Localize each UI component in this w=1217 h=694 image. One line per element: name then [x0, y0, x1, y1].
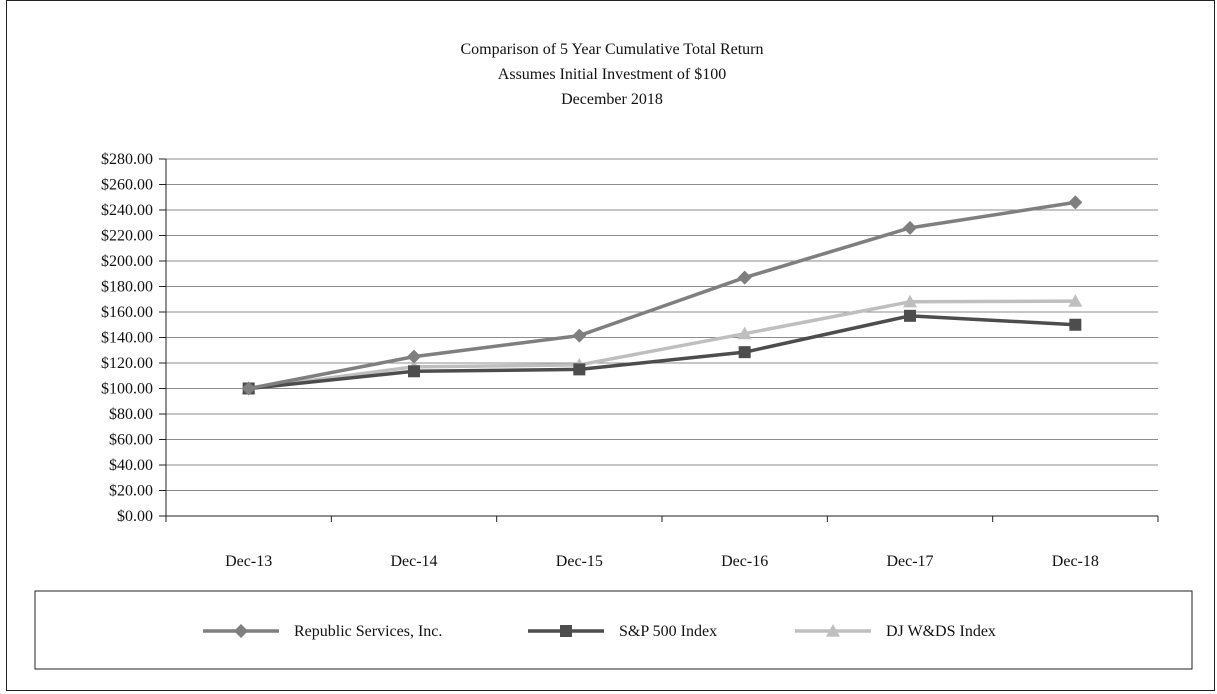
x-tick-label: Dec-13 — [225, 553, 272, 570]
x-tick-label: Dec-16 — [721, 553, 768, 570]
y-tick-labels: $0.00 $20.00 $40.00 $60.00 $80.00 $100.00 $120… — [101, 151, 153, 525]
y-tick-label: $280.00 — [101, 151, 153, 168]
legend-label: DJ W&DS Index — [886, 623, 996, 640]
y-tick-label: $140.00 — [101, 330, 153, 347]
y-tick-label: $160.00 — [101, 304, 153, 321]
y-tick-label: $60.00 — [109, 432, 153, 449]
y-tick-label: $180.00 — [101, 279, 153, 296]
data-point — [737, 270, 752, 285]
data-point — [408, 365, 420, 378]
y-tick-label: $240.00 — [101, 202, 153, 219]
data-point — [1068, 195, 1083, 210]
y-tick-label: $220.00 — [101, 228, 153, 245]
y-tick-label: $100.00 — [101, 381, 153, 398]
y-tick-label: $20.00 — [109, 483, 153, 500]
data-point — [241, 381, 256, 396]
data-point — [737, 326, 752, 340]
series-line — [248, 314, 1076, 391]
y-tick-label: $200.00 — [101, 253, 153, 270]
y-tick-label: $120.00 — [101, 355, 153, 372]
series-line — [248, 200, 1076, 391]
data-point — [572, 328, 587, 343]
x-tick-label: Dec-18 — [1052, 553, 1099, 570]
legend: Republic Services, Inc. S&P 500 Index DJ W… — [203, 623, 996, 640]
data-point — [1068, 294, 1083, 307]
legend-marker — [560, 625, 572, 637]
series-line — [248, 299, 1076, 391]
x-tick-label: Dec-17 — [886, 553, 933, 570]
data-point — [1069, 318, 1082, 331]
y-tick-label: $260.00 — [101, 177, 153, 194]
legend-marker — [234, 624, 248, 638]
data-point — [903, 220, 917, 235]
chart-subtitle-1: Assumes Initial Investment of $100 — [498, 66, 726, 83]
chart-title: Comparison of 5 Year Cumulative Total Re… — [461, 41, 764, 58]
chart-subtitle-2: December 2018 — [561, 91, 663, 108]
legend-marker — [826, 624, 840, 637]
data-point — [904, 309, 916, 322]
y-tick-label: $40.00 — [109, 457, 153, 474]
x-tick-label: Dec-15 — [556, 553, 603, 570]
axes — [159, 158, 1159, 522]
legend-box — [34, 590, 1193, 670]
x-tick-labels: Dec-13 Dec-14 Dec-15 Dec-16 Dec-17 Dec-18 — [225, 553, 1099, 570]
data-point — [903, 294, 917, 308]
data-point — [738, 346, 751, 359]
gridlines — [166, 158, 1158, 491]
x-tick-label: Dec-14 — [390, 553, 437, 570]
data-point — [573, 363, 586, 376]
y-tick-label: $80.00 — [109, 406, 153, 423]
series-lines — [241, 195, 1083, 396]
legend-label: Republic Services, Inc. — [294, 623, 442, 640]
data-point — [407, 349, 421, 364]
legend-label: S&P 500 Index — [619, 623, 717, 640]
chart-frame — [6, 0, 1215, 691]
y-tick-label: $0.00 — [117, 508, 153, 525]
